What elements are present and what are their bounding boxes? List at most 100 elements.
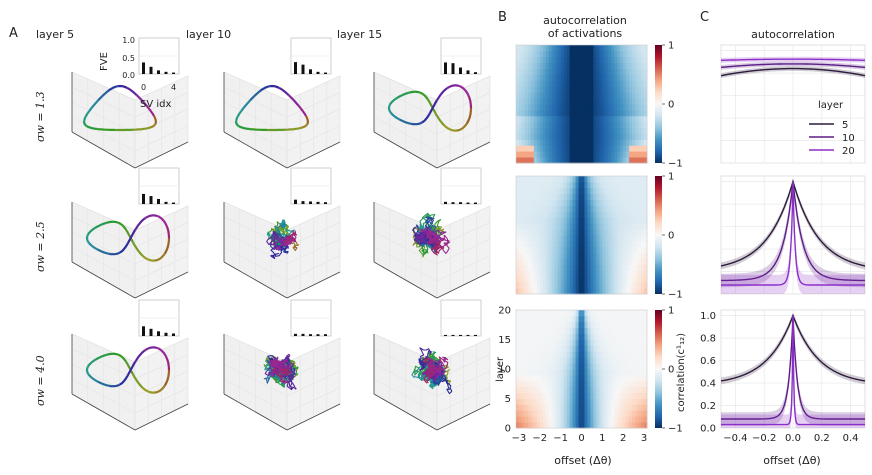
heatmap-cell — [605, 127, 609, 134]
heatmap-cell — [590, 193, 594, 200]
heatmap-cell — [611, 416, 615, 423]
heatmap-cell — [605, 258, 609, 265]
heatmap-cell — [599, 310, 603, 317]
heatmap-cell — [551, 345, 556, 352]
heatmap-cell — [599, 127, 603, 134]
heatmap-cell — [629, 374, 633, 382]
heatmap-cell — [632, 357, 636, 364]
trajectory-segment — [106, 352, 118, 356]
heatmap-cell — [596, 392, 600, 399]
heatmap-cell — [587, 422, 591, 429]
heatmap-cell — [641, 258, 645, 265]
heatmap-cell — [614, 264, 618, 271]
heatmap-cell — [590, 235, 594, 242]
heatmap-cell — [602, 74, 606, 81]
heatmap-cell — [611, 109, 615, 117]
heatmap-cell — [608, 86, 612, 93]
heatmap-cell — [554, 139, 559, 146]
heatmap-cell — [548, 282, 553, 289]
heatmap-cell — [635, 404, 639, 411]
heatmap-cell — [641, 74, 645, 81]
heatmap-cell — [551, 235, 556, 242]
heatmap-cell — [605, 246, 609, 254]
heatmap-cell — [611, 310, 615, 317]
heatmap-cell — [584, 392, 588, 399]
heatmap-cell — [569, 45, 573, 52]
heatmap-cell — [551, 109, 556, 117]
heatmap-cell — [629, 345, 633, 352]
heatmap-cell — [536, 398, 541, 405]
heatmap-cell — [548, 223, 553, 230]
heatmap-cell — [563, 310, 568, 317]
heatmap-cell — [572, 139, 576, 146]
heatmap-cell — [605, 56, 609, 64]
heatmap-cell — [527, 422, 532, 429]
heatmap-cell — [614, 187, 618, 195]
subplot-r1-c2 — [373, 201, 491, 299]
heatmap-cell — [587, 217, 591, 224]
heatmap-cell — [527, 211, 532, 218]
heatmap-cell — [527, 333, 532, 340]
heatmap-cell — [623, 276, 627, 283]
heatmap-cell — [623, 363, 627, 370]
trajectory-segment — [106, 220, 118, 224]
heatmap-cell — [602, 321, 606, 329]
heatmap-cell — [584, 398, 588, 405]
heatmap-cell — [518, 45, 523, 52]
heatmap-cell — [557, 56, 562, 64]
subplot-r0-c0 — [71, 71, 189, 169]
heatmap-cell — [629, 145, 633, 152]
heatmap-cell — [563, 345, 568, 352]
heatmap-cell — [596, 205, 600, 212]
heatmap-cell — [617, 181, 621, 189]
heatmap-cell — [569, 115, 573, 123]
heatmap-cell — [590, 258, 594, 265]
heatmap-cell — [590, 392, 594, 399]
heatmap-cell — [533, 258, 538, 265]
heatmap-cell — [542, 357, 547, 364]
heatmap-cell — [602, 270, 606, 277]
heatmap-cell — [572, 181, 576, 189]
heatmap-cell — [569, 246, 573, 254]
heatmap-cell — [581, 157, 585, 164]
heatmap-xtick-label: 3 — [641, 433, 647, 444]
heatmap-cell — [539, 315, 544, 323]
heatmap-cell — [590, 422, 594, 429]
heatmap-cell — [575, 321, 579, 329]
heatmap-cell — [620, 193, 624, 200]
heatmap-cell — [629, 211, 633, 218]
heatmap-cell — [539, 321, 544, 329]
heatmap-cell — [569, 235, 573, 242]
heatmap-cell — [641, 416, 645, 423]
heatmap-cell — [516, 398, 520, 405]
heatmap-cell — [566, 121, 570, 128]
trajectory-segment — [117, 84, 128, 89]
heatmap-cell — [581, 369, 585, 376]
heatmap-cell — [518, 327, 523, 334]
heatmap-cell — [545, 374, 550, 382]
heatmap-cell — [530, 288, 535, 295]
heatmap-cell — [644, 199, 648, 206]
heatmap-cell — [551, 422, 556, 429]
heatmap-cell — [545, 235, 550, 242]
heatmap-cell — [641, 310, 645, 317]
heatmap-cell — [533, 357, 538, 364]
heatmap-cell — [590, 80, 594, 87]
heatmap-cell — [641, 333, 645, 340]
heatmap-cell — [620, 98, 624, 105]
heatmap-cell — [632, 217, 636, 224]
heatmap-cell — [629, 176, 633, 183]
heatmap-cell — [539, 235, 544, 242]
heatmap-cell — [581, 252, 585, 259]
heatmap-cell — [518, 109, 523, 117]
heatmap-cell — [521, 264, 526, 271]
trajectory-segment — [437, 356, 447, 369]
heatmap-cell — [632, 321, 636, 329]
heatmap-cell — [620, 321, 624, 329]
heatmap-cell — [578, 374, 582, 382]
heatmap-cell — [638, 217, 642, 224]
heatmap-cell — [584, 109, 588, 117]
heatmap-cell — [623, 351, 627, 358]
heatmap-cell — [569, 133, 573, 140]
heatmap-cell — [626, 217, 630, 224]
